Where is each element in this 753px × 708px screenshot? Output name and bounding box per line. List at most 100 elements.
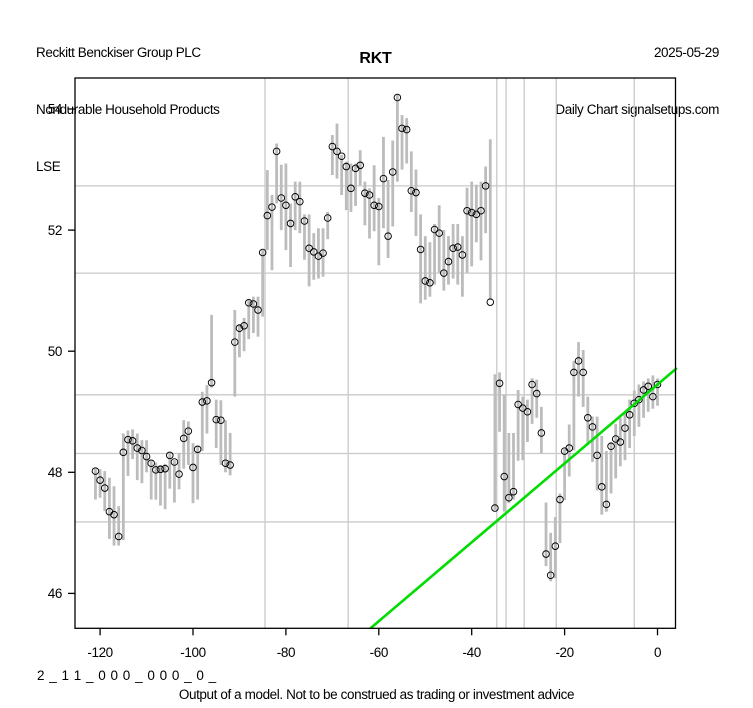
close-marker: [551, 542, 560, 550]
close-marker: [453, 243, 462, 251]
close-marker: [175, 470, 183, 478]
close-marker: [430, 225, 439, 234]
close-marker: [421, 277, 430, 285]
close-marker: [254, 306, 262, 314]
close-marker: [226, 461, 234, 469]
sector-name: Nondurable Household Products: [36, 102, 220, 117]
close-marker: [491, 504, 499, 512]
close-marker: [91, 467, 100, 475]
close-marker: [449, 244, 457, 253]
close-marker: [384, 232, 392, 240]
close-marker: [532, 389, 541, 398]
close-marker: [323, 214, 332, 222]
close-marker: [639, 386, 648, 394]
close-marker: [147, 459, 155, 467]
y-tick-label: 54: [48, 102, 63, 117]
close-marker: [509, 487, 518, 496]
close-marker: [156, 465, 165, 474]
chart-source-label: Daily Chart signalsetups.com: [555, 102, 719, 117]
x-tick-label: -60: [370, 645, 388, 660]
close-marker: [337, 152, 346, 161]
close-marker: [481, 182, 490, 190]
close-marker: [268, 203, 276, 211]
close-marker: [291, 193, 299, 201]
close-marker: [412, 188, 420, 197]
close-marker: [644, 382, 652, 391]
close-marker: [556, 495, 564, 504]
close-marker: [649, 392, 657, 401]
close-marker: [416, 245, 425, 254]
close-marker: [110, 510, 118, 519]
model-output-string: 2 _ 1 1 _ 0 0 0 _ 0 0 0 _ 0 _: [37, 668, 217, 683]
close-marker: [198, 398, 207, 406]
y-tick-label: 48: [48, 465, 62, 480]
close-marker: [574, 357, 583, 365]
close-marker: [231, 338, 239, 346]
close-marker: [277, 194, 286, 202]
close-marker: [258, 248, 267, 257]
disclaimer-text: Output of a model. Not to be construed a…: [178, 687, 575, 702]
close-marker: [593, 451, 601, 460]
close-marker: [505, 493, 513, 502]
exchange-name: LSE: [36, 159, 61, 174]
close-marker: [207, 378, 216, 387]
close-marker: [370, 201, 378, 210]
x-tick-label: -80: [277, 645, 295, 660]
close-marker: [588, 423, 597, 431]
close-marker: [203, 397, 211, 405]
close-marker: [119, 448, 128, 457]
close-marker: [393, 93, 402, 102]
close-marker: [333, 147, 341, 156]
close-marker: [621, 424, 629, 432]
page-title: RKT: [359, 50, 392, 67]
close-marker: [607, 442, 615, 451]
close-marker: [486, 298, 495, 306]
close-marker: [244, 298, 253, 307]
close-marker: [235, 324, 244, 332]
close-marker: [519, 404, 527, 412]
close-marker: [96, 476, 104, 484]
close-marker: [286, 219, 295, 228]
close-marker: [184, 427, 193, 435]
close-marker: [625, 411, 634, 419]
x-tick-label: -40: [463, 645, 481, 660]
close-marker: [263, 211, 272, 220]
trend-line: [369, 367, 678, 630]
close-marker: [602, 500, 611, 509]
close-marker: [217, 416, 225, 425]
close-marker: [124, 435, 132, 444]
close-marker: [212, 415, 221, 424]
close-marker: [152, 466, 160, 474]
close-marker: [570, 368, 578, 377]
close-marker: [305, 244, 313, 253]
x-tick-label: -100: [180, 645, 205, 660]
close-marker: [542, 550, 550, 558]
close-marker: [193, 445, 202, 454]
close-marker: [514, 400, 522, 409]
y-tick-label: 50: [48, 344, 62, 359]
close-marker: [388, 168, 397, 176]
close-marker: [565, 444, 574, 452]
close-marker: [398, 124, 406, 133]
close-marker: [309, 248, 318, 256]
close-marker: [616, 438, 625, 446]
x-tick-label: -20: [555, 645, 573, 660]
close-marker: [375, 202, 383, 211]
close-marker: [319, 249, 327, 257]
close-marker: [300, 217, 309, 225]
close-marker: [142, 452, 151, 461]
close-marker: [138, 446, 146, 455]
close-marker: [402, 125, 411, 134]
close-marker: [435, 229, 443, 237]
close-marker: [342, 162, 351, 171]
close-marker: [128, 437, 137, 445]
close-marker: [249, 300, 258, 308]
close-marker: [584, 414, 592, 422]
close-marker: [463, 206, 471, 215]
close-marker: [546, 571, 555, 580]
close-marker: [630, 399, 639, 408]
close-marker: [472, 210, 481, 219]
close-marker: [165, 451, 174, 460]
